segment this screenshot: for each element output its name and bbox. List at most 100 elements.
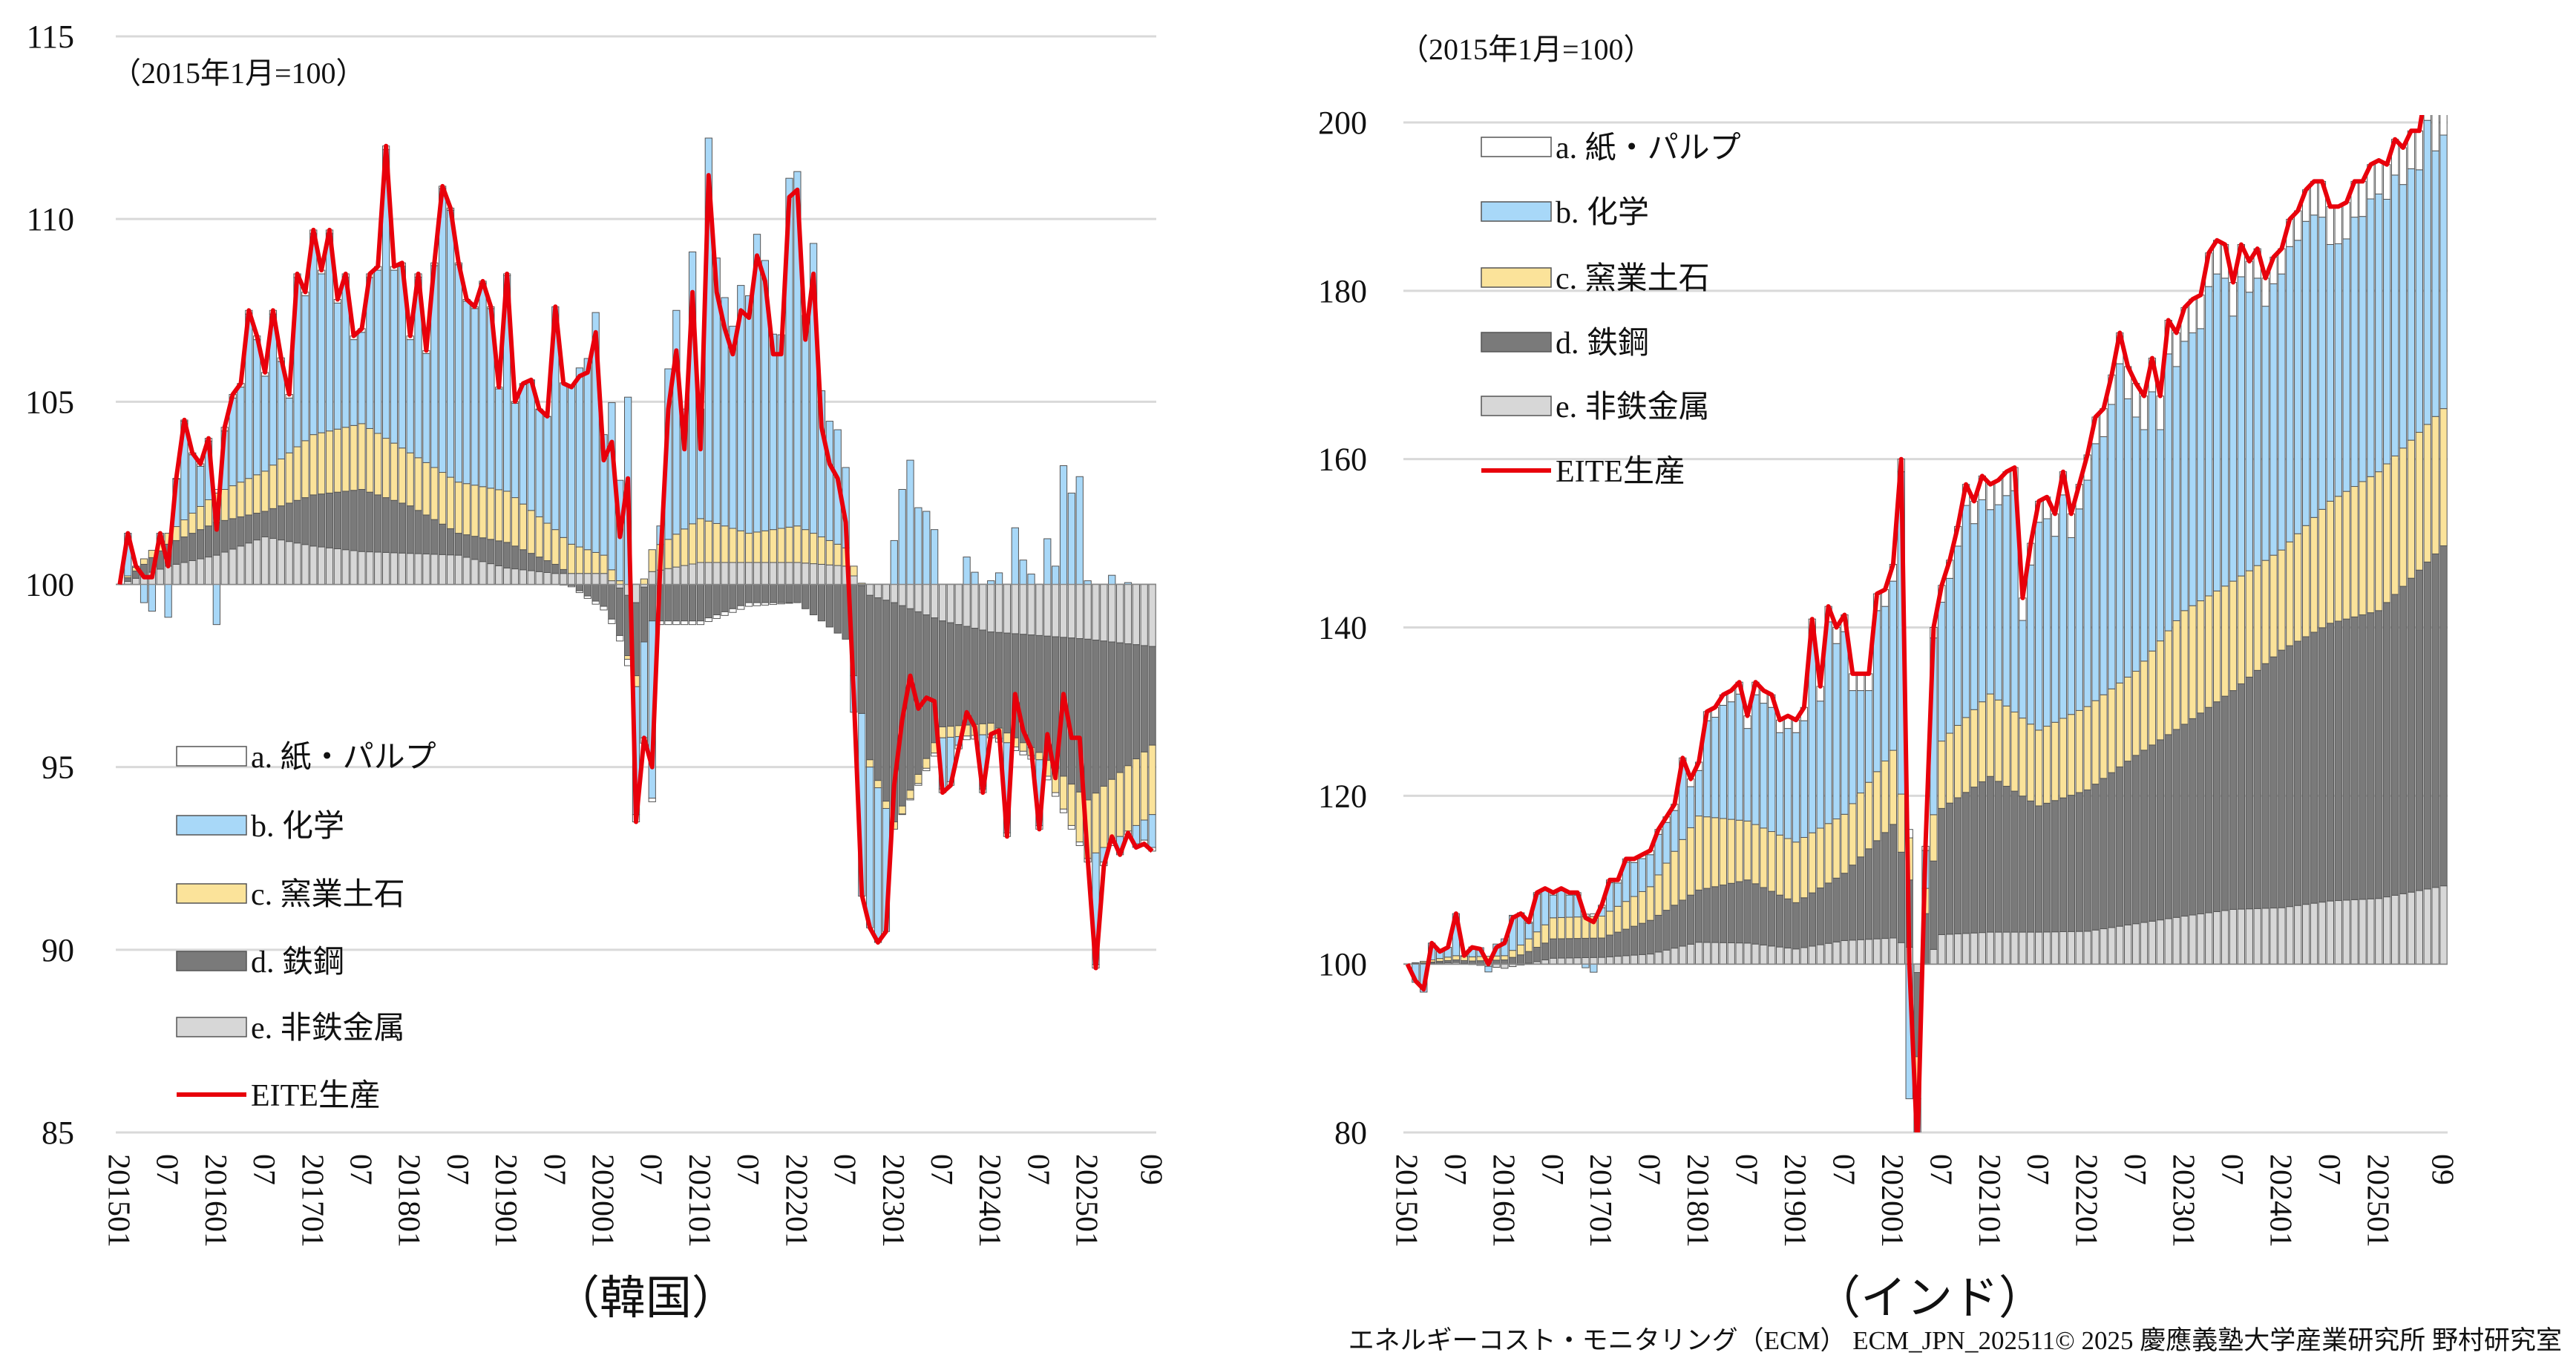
bar-ceramics	[2375, 471, 2383, 611]
bar-chemicals	[358, 332, 366, 424]
bar-nonferrous	[785, 562, 793, 586]
bar-steel	[1816, 888, 1824, 945]
bar-steel	[2131, 755, 2140, 925]
bar-steel	[1986, 775, 1994, 933]
bar-ceramics	[2172, 620, 2180, 730]
bar-ceramics	[1930, 814, 1938, 862]
bar-steel	[1027, 634, 1035, 748]
bar-nonferrous	[737, 562, 745, 586]
bar-nonferrous	[583, 573, 591, 585]
bar-paper-pulp	[1849, 673, 1857, 692]
bar-ceramics	[2367, 476, 2375, 614]
bar-nonferrous	[164, 565, 172, 586]
bar-ceramics	[2156, 640, 2164, 741]
bar-steel	[350, 490, 358, 551]
y-tick-label: 110	[27, 201, 74, 237]
bar-chemicals	[2310, 214, 2318, 518]
bar-ceramics	[2212, 590, 2221, 703]
legend-swatch	[176, 883, 247, 904]
bar-nonferrous	[1035, 584, 1043, 636]
bar-nonferrous	[2197, 913, 2205, 965]
bar-steel	[817, 584, 826, 622]
bar-ceramics	[1694, 816, 1703, 891]
bar-chemicals	[2383, 198, 2391, 465]
bar-nonferrous	[1679, 945, 1687, 965]
bar-nonferrous	[495, 565, 503, 586]
bar-steel	[2261, 663, 2269, 909]
bar-nonferrous	[1735, 942, 1743, 965]
bar-paper-pulp	[616, 634, 624, 642]
x-tick-label: 202101	[682, 1154, 716, 1247]
bar-steel	[2010, 790, 2019, 933]
bar-paper-pulp	[2140, 396, 2149, 430]
bar-nonferrous	[1986, 931, 1994, 965]
bar-steel	[1067, 637, 1076, 785]
x-tick-label: 201901	[1777, 1154, 1812, 1247]
bar-steel	[753, 584, 761, 603]
bar-chemicals	[1694, 770, 1703, 817]
bar-paper-pulp	[681, 620, 689, 626]
bar-nonferrous	[712, 562, 721, 586]
bar-ceramics	[2237, 575, 2246, 684]
india-chart: （2015年1月=100） （インド） 80 100 120 140 160 180 200…	[1318, 33, 2459, 1324]
x-tick-label: 09	[2425, 1154, 2459, 1185]
bar-nonferrous	[1719, 942, 1727, 965]
bar-steel	[439, 523, 447, 555]
bar-steel	[366, 491, 374, 553]
bar-nonferrous	[2310, 902, 2318, 965]
bar-steel	[583, 584, 591, 597]
bar-nonferrous	[1864, 939, 1873, 965]
bar-steel	[1768, 891, 1776, 947]
bar-steel	[124, 577, 132, 582]
bar-steel	[971, 628, 979, 725]
bar-ceramics	[608, 569, 616, 582]
bar-ceramics	[2019, 718, 2027, 797]
bar-nonferrous	[632, 584, 640, 603]
bar-chemicals	[519, 384, 527, 505]
bar-chemicals	[196, 465, 205, 507]
bar-ceramics	[1889, 750, 1898, 825]
bar-ceramics	[1092, 793, 1100, 853]
bar-steel	[1864, 848, 1873, 940]
bar-nonferrous	[414, 553, 422, 586]
bar-chemicals	[777, 334, 785, 529]
bar-nonferrous	[1075, 584, 1084, 640]
bar-ceramics	[2326, 500, 2335, 624]
bar-steel	[1694, 889, 1703, 943]
bar-nonferrous	[1841, 939, 1849, 965]
legend-swatch	[176, 951, 247, 971]
bar-chemicals	[148, 584, 157, 612]
bar-ceramics	[487, 488, 495, 540]
bar-nonferrous	[2075, 931, 2083, 965]
bar-nonferrous	[994, 584, 1003, 633]
bar-nonferrous	[1743, 942, 1751, 965]
x-tick-label: 07	[246, 1154, 281, 1185]
x-tick-label: 07	[2020, 1154, 2054, 1185]
bar-nonferrous	[2027, 931, 2035, 965]
bar-ceramics	[1881, 760, 1890, 833]
bar-ceramics	[817, 536, 826, 565]
legend-swatch	[1481, 137, 1552, 157]
bar-steel	[414, 510, 422, 554]
bar-steel	[769, 584, 777, 603]
bar-steel	[2148, 744, 2157, 922]
bar-steel	[430, 519, 439, 555]
bar-ceramics	[1549, 917, 1557, 939]
bar-chemicals	[575, 367, 584, 548]
bar-ceramics	[1946, 732, 1954, 804]
bar-chemicals	[2164, 353, 2172, 632]
bar-chemicals	[1938, 601, 1946, 742]
bar-ceramics	[729, 528, 737, 563]
bar-steel	[737, 584, 745, 606]
legend-item-eite: EITE生産	[1481, 455, 1685, 489]
bar-steel	[2091, 784, 2100, 931]
bar-chemicals	[712, 258, 721, 524]
bar-ceramics	[1671, 850, 1679, 906]
legend-item-eite: EITE生産	[177, 1079, 381, 1113]
bar-nonferrous	[2180, 916, 2189, 965]
bar-nonferrous	[890, 584, 898, 603]
bar-ceramics	[737, 530, 745, 563]
bar-paper-pulp	[583, 595, 591, 599]
bar-steel	[600, 584, 608, 607]
bar-steel	[1800, 897, 1809, 948]
